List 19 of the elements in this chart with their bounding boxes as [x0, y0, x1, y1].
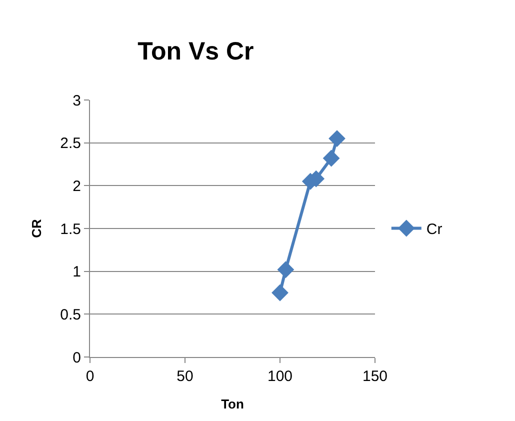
point — [277, 261, 294, 278]
point — [272, 284, 288, 302]
x-tick-label: 50 — [176, 368, 194, 385]
x-tick-label: 0 — [86, 368, 94, 385]
chart-title: Ton Vs Cr — [138, 38, 254, 66]
x-tick-label: 100 — [267, 368, 293, 385]
x-tick-label: 150 — [362, 368, 388, 385]
legend-label: Cr — [426, 221, 442, 238]
y-tick-label: 1 — [72, 264, 81, 281]
y-axis-title: CR — [29, 218, 44, 238]
y-tick-label: 3 — [72, 92, 81, 110]
y-tick-label: 1.5 — [60, 220, 81, 238]
y-tick-label: 0.5 — [60, 306, 81, 324]
point — [322, 150, 340, 167]
y-tick-label: 0 — [72, 349, 81, 366]
y-tick-label: 2 — [72, 178, 81, 195]
y-tick-label: 2.5 — [60, 135, 81, 152]
point — [328, 130, 346, 147]
x-axis-title: Ton — [221, 396, 244, 412]
